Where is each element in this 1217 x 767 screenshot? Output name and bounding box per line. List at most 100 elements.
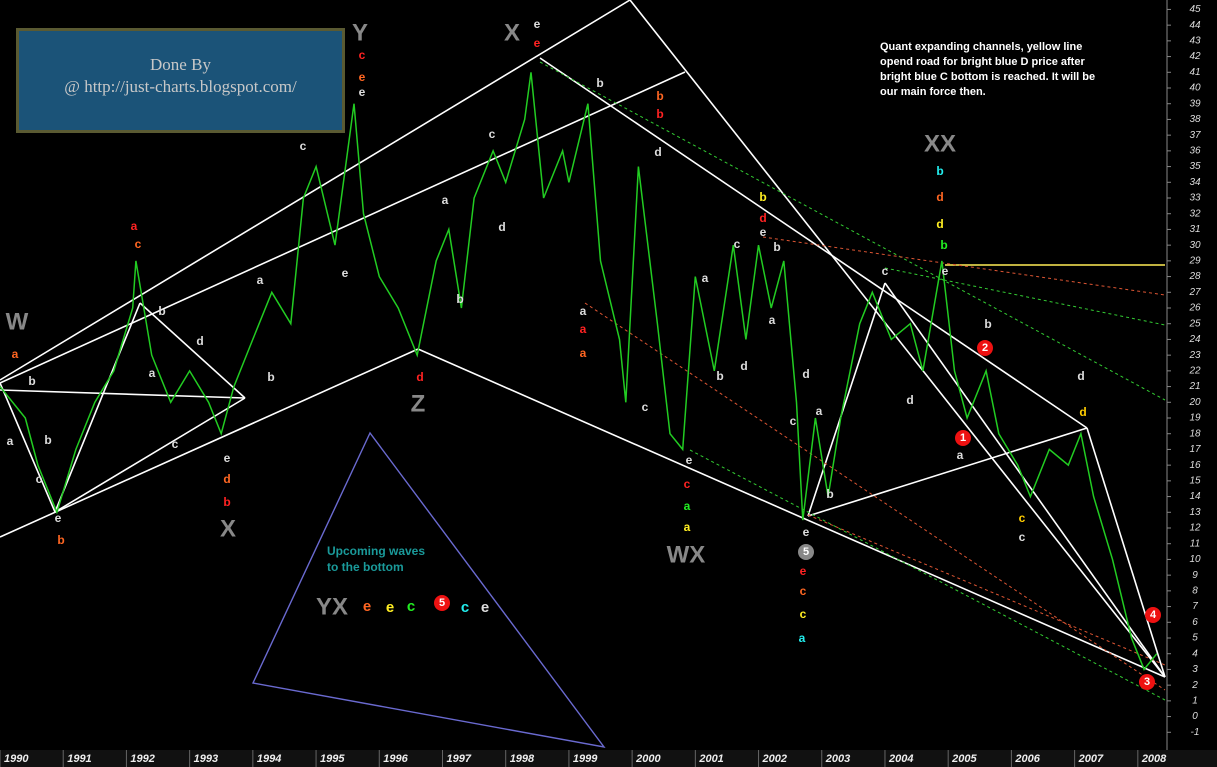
y-tick-label: 7 [1192,601,1198,612]
y-tick-label: 40 [1189,83,1201,94]
wave-label-major: X [504,19,520,46]
wave-label: d [498,220,505,234]
y-tick-label: 11 [1190,538,1200,549]
wave-label: d [416,370,423,384]
y-tick-label: 26 [1188,303,1201,314]
wave-label: c [882,264,889,278]
y-tick-label: 10 [1189,554,1201,565]
y-tick-label: 23 [1188,350,1201,361]
channel-lines [0,0,1166,678]
wave-label: a [799,631,806,645]
x-tick-label: 2004 [888,753,913,765]
wave-label: e [481,599,489,616]
y-tick-label: 4 [1192,648,1198,659]
y-tick-label: 35 [1189,161,1201,172]
y-tick-label: 32 [1189,208,1201,219]
x-tick-label: 1991 [67,753,91,765]
wave-label: c [300,139,307,153]
y-tick-label: 25 [1188,318,1201,329]
wave-label: 1 [960,432,966,444]
y-tick-label: 19 [1189,413,1201,424]
x-tick-label: 2003 [825,753,850,765]
wave-label: d [936,190,943,204]
wave-label: b [596,76,603,90]
x-tick-label: 1998 [510,753,535,765]
x-tick-label: 1995 [320,753,345,765]
wave-label: d [223,472,230,486]
wave-label: c [359,48,366,62]
watermark: Done By [150,55,211,74]
y-tick-label: 18 [1189,428,1201,439]
x-tick-label: 2007 [1078,753,1104,765]
x-tick-label: 2008 [1141,753,1167,765]
wave-label: e [359,85,366,99]
wave-label: d [1077,369,1084,383]
wave-label-major: Z [411,390,426,417]
wave-label: c [135,237,142,251]
wave-label: b [158,304,165,318]
wave-label: a [257,273,264,287]
wave-label: c [684,477,691,491]
wave-circle [977,340,993,356]
y-tick-label: 6 [1192,617,1198,628]
upcoming-note: Upcoming waves to the bottom [327,543,425,575]
wave-label: d [759,211,766,225]
note-line: bright blue C bottom is reached. It will… [880,71,1096,83]
y-tick-label: 34 [1189,177,1201,188]
wave-label: d [740,359,747,373]
wave-label: b [936,164,943,178]
wave-label: d [196,334,203,348]
wave-label: c [642,400,649,414]
wave-label: a [816,404,823,418]
wave-label: c [800,607,807,621]
wave-label: b [759,190,766,204]
watermark-box: Done By @ http://just-charts.blogspot.com… [16,28,345,133]
wave-circle [1139,674,1155,690]
y-tick-label: 20 [1188,397,1201,408]
wave-label: b [716,369,723,383]
x-tick-label: 2002 [762,753,787,765]
watermark: @ http://just-charts.blogspot.com/ [64,77,297,96]
wave-label: 5 [439,597,445,609]
wave-label: b [826,487,833,501]
wave-label: e [534,36,541,50]
wave-label: b [28,374,35,388]
wave-label: d [802,367,809,381]
y-tick-label: 33 [1189,193,1201,204]
wave-label: c [734,237,741,251]
wave-label: e [800,564,807,578]
x-tick-label: 1990 [4,753,29,765]
x-tick-label: 2005 [951,753,977,765]
y-tick-label: 44 [1189,20,1201,31]
y-tick-label: 36 [1189,145,1201,156]
wave-label-major: W [6,308,29,335]
y-tick-label: 1 [1192,695,1198,706]
x-tick-label: 1994 [257,753,281,765]
wave-label: d [936,217,943,231]
wave-label-major: X [220,515,236,542]
wave-label: d [1079,405,1086,419]
wave-circle [798,544,814,560]
wave-label: c [407,598,415,615]
x-tick-label: 2001 [698,753,723,765]
wave-label: c [1019,511,1026,525]
wave-label: c [1019,530,1026,544]
wave-label: e [386,599,394,616]
wave-label: 5 [803,546,809,558]
y-tick-label: 37 [1189,130,1201,141]
dotted-lines [539,61,1166,701]
wave-label: a [580,304,587,318]
price-line [0,72,1158,671]
wave-label: b [984,317,991,331]
wave-label: a [7,434,14,448]
wave-label: e [534,17,541,31]
wave-label: a [769,313,776,327]
wave-label: b [44,433,51,447]
wave-label: c [461,599,469,616]
wave-label-major: XX [924,130,956,157]
x-tick-label: 1992 [130,753,154,765]
x-tick-label: 1993 [194,753,218,765]
wave-label: c [489,127,496,141]
y-tick-label: 14 [1189,491,1201,502]
